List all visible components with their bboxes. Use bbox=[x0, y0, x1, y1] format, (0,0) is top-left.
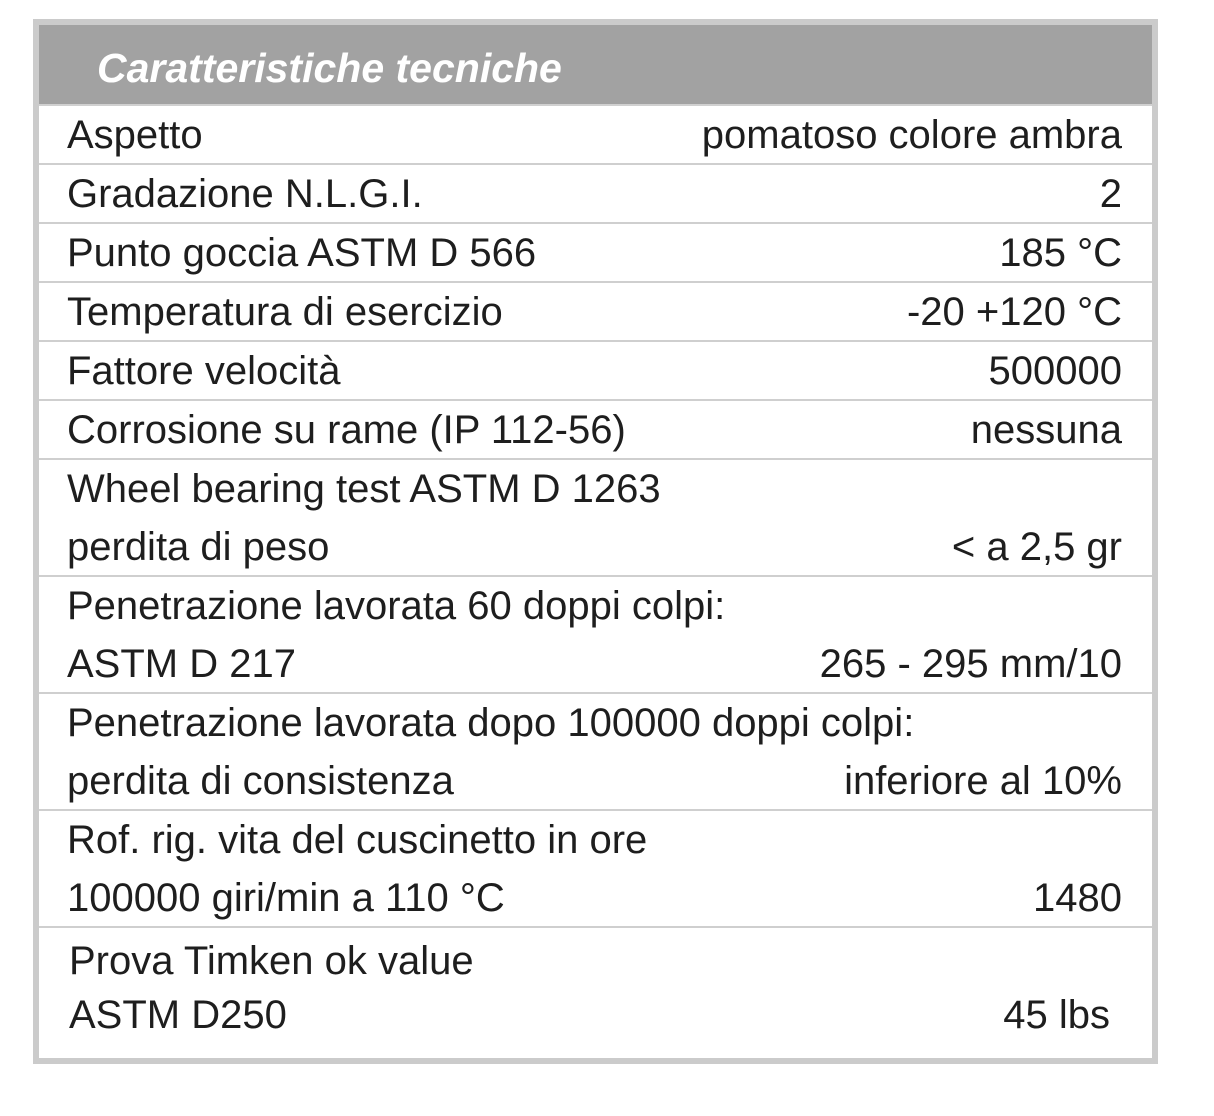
spec-label: Prova Timken ok value bbox=[69, 939, 474, 983]
table-row: Temperatura di esercizio -20 +120 °C bbox=[39, 283, 1152, 342]
table-row: Penetrazione lavorata dopo 100000 doppi … bbox=[39, 694, 1152, 811]
table-row: Aspetto pomatoso colore ambra bbox=[39, 106, 1152, 165]
row-line: Fattore velocità 500000 bbox=[67, 342, 1122, 400]
table-row: Gradazione N.L.G.I. 2 bbox=[39, 165, 1152, 224]
row-line: Prova Timken ok value bbox=[69, 934, 1110, 988]
spec-value: 500000 bbox=[988, 349, 1122, 393]
row-line: Rof. rig. vita del cuscinetto in ore bbox=[67, 811, 1122, 869]
spec-label: ASTM D250 bbox=[69, 993, 287, 1037]
table-body: Aspetto pomatoso colore ambra Gradazione N… bbox=[39, 106, 1152, 1051]
spec-label: Aspetto bbox=[67, 113, 203, 157]
spec-value: 265 - 295 mm/10 bbox=[819, 642, 1122, 686]
spec-label: Rof. rig. vita del cuscinetto in ore bbox=[67, 818, 648, 862]
table-row: Rof. rig. vita del cuscinetto in ore 1000… bbox=[39, 811, 1152, 928]
table-title: Caratteristiche tecniche bbox=[39, 25, 1152, 106]
spec-value: 185 °C bbox=[999, 231, 1122, 275]
row-line: perdita di peso < a 2,5 gr bbox=[67, 518, 1122, 576]
spec-label: Wheel bearing test ASTM D 1263 bbox=[67, 467, 661, 511]
spec-value: 45 lbs bbox=[1003, 993, 1110, 1037]
spec-value: nessuna bbox=[970, 408, 1122, 452]
row-line: 100000 giri/min a 110 °C 1480 bbox=[67, 869, 1122, 927]
spec-value: pomatoso colore ambra bbox=[701, 113, 1122, 157]
spec-value: -20 +120 °C bbox=[906, 290, 1122, 334]
row-line: Temperatura di esercizio -20 +120 °C bbox=[67, 283, 1122, 341]
row-line: Aspetto pomatoso colore ambra bbox=[67, 106, 1122, 164]
spec-label: Temperatura di esercizio bbox=[67, 290, 503, 334]
table-row: Wheel bearing test ASTM D 1263 perdita di… bbox=[39, 460, 1152, 577]
table-row: Penetrazione lavorata 60 doppi colpi: AST… bbox=[39, 577, 1152, 694]
table-row: Fattore velocità 500000 bbox=[39, 342, 1152, 401]
row-line: Penetrazione lavorata 60 doppi colpi: bbox=[67, 577, 1122, 635]
row-line: Penetrazione lavorata dopo 100000 doppi … bbox=[67, 694, 1122, 752]
spec-label: Penetrazione lavorata 60 doppi colpi: bbox=[67, 584, 726, 628]
spec-label: ASTM D 217 bbox=[67, 642, 296, 686]
spec-value: 1480 bbox=[1033, 876, 1122, 920]
table-row: Prova Timken ok value ASTM D250 45 lbs bbox=[39, 928, 1152, 1051]
row-line: Corrosione su rame (IP 112-56) nessuna bbox=[67, 401, 1122, 459]
spec-label: Corrosione su rame (IP 112-56) bbox=[67, 408, 626, 452]
spec-label: perdita di consistenza bbox=[67, 759, 454, 803]
spec-label: Fattore velocità bbox=[67, 349, 341, 393]
row-line: ASTM D 217 265 - 295 mm/10 bbox=[67, 635, 1122, 693]
spec-value: < a 2,5 gr bbox=[951, 525, 1122, 569]
spec-label: Penetrazione lavorata dopo 100000 doppi … bbox=[67, 701, 915, 745]
spec-label: 100000 giri/min a 110 °C bbox=[67, 876, 505, 920]
spec-label: Punto goccia ASTM D 566 bbox=[67, 231, 537, 275]
table-row: Corrosione su rame (IP 112-56) nessuna bbox=[39, 401, 1152, 460]
row-line: Wheel bearing test ASTM D 1263 bbox=[67, 460, 1122, 518]
table-row: Punto goccia ASTM D 566 185 °C bbox=[39, 224, 1152, 283]
row-line: Punto goccia ASTM D 566 185 °C bbox=[67, 224, 1122, 282]
row-line: Gradazione N.L.G.I. 2 bbox=[67, 165, 1122, 223]
technical-specs-table: Caratteristiche tecniche Aspetto pomatoso… bbox=[33, 19, 1158, 1064]
spec-label: Gradazione N.L.G.I. bbox=[67, 172, 423, 216]
row-line: ASTM D250 45 lbs bbox=[69, 988, 1110, 1042]
spec-value: 2 bbox=[1099, 172, 1122, 216]
spec-label: perdita di peso bbox=[67, 525, 330, 569]
spec-value: inferiore al 10% bbox=[844, 759, 1122, 803]
row-line: perdita di consistenza inferiore al 10% bbox=[67, 752, 1122, 810]
